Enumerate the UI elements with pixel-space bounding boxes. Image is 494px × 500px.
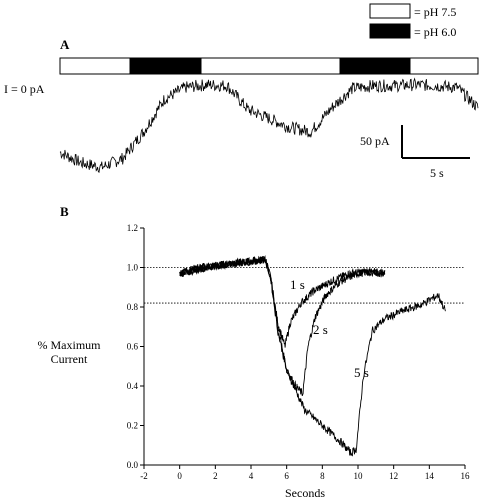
panel-b-letter: B xyxy=(60,204,69,219)
stimulus-bar xyxy=(59,57,479,75)
x-tick-label: 6 xyxy=(284,471,289,481)
x-tick-label: 8 xyxy=(320,471,325,481)
stimulus-ph75-1 xyxy=(59,57,131,75)
stimulus-ph60-2 xyxy=(339,57,411,75)
reference-lines xyxy=(144,267,465,304)
legend-label-ph75: = pH 7.5 xyxy=(414,5,456,19)
x-tick-label: -2 xyxy=(140,471,148,481)
x-tick-label: 4 xyxy=(249,471,254,481)
legend-swatch-ph75 xyxy=(369,3,411,19)
y-tick-label: 0.4 xyxy=(127,381,139,391)
panel-a-letter: A xyxy=(60,37,70,52)
stimulus-ph60-1 xyxy=(129,57,202,75)
y-tick-label: 0.8 xyxy=(127,302,139,312)
x-tick-label: 12 xyxy=(389,471,398,481)
y-tick-label: 1.2 xyxy=(127,223,138,233)
panel-b-axes: 0.0 0.2 0.4 0.6 0.8 1.0 1.2 -2 0 2 4 6 8 10 12 14 16 xyxy=(127,223,470,481)
y-axis-label-line2: Current xyxy=(51,352,88,366)
x-tick-label: 2 xyxy=(213,471,218,481)
x-tick-label: 16 xyxy=(461,471,471,481)
stimulus-ph75-3 xyxy=(409,57,479,75)
legend-label-ph60: = pH 6.0 xyxy=(414,25,456,39)
x-tick-label: 10 xyxy=(354,471,364,481)
x-tick-label: 14 xyxy=(425,471,435,481)
y-tick-label: 0.6 xyxy=(127,342,139,352)
series-line xyxy=(179,256,446,457)
scale-bar-current-label: 50 pA xyxy=(360,134,390,148)
legend: = pH 7.5 = pH 6.0 xyxy=(369,3,456,39)
x-axis-label: Seconds xyxy=(285,486,325,500)
scale-bar: 50 pA 5 s xyxy=(360,125,470,180)
panel-b-series xyxy=(179,255,446,457)
y-tick-label: 0.2 xyxy=(127,421,138,431)
y-tick-label: 1.0 xyxy=(127,263,139,273)
y-tick-label: 0.0 xyxy=(127,460,139,470)
stimulus-ph75-2 xyxy=(200,57,341,75)
curve-label-5s: 5 s xyxy=(354,365,369,380)
legend-swatch-ph60 xyxy=(369,23,411,39)
x-tick-label: 0 xyxy=(177,471,182,481)
series-line xyxy=(179,255,386,348)
curve-label-1s: 1 s xyxy=(290,277,305,292)
y-axis-label-line1: % Maximum xyxy=(38,338,102,352)
scale-bar-time-label: 5 s xyxy=(430,166,444,180)
zero-current-label: I = 0 pA xyxy=(4,82,45,96)
panel-a-current-trace xyxy=(59,77,479,174)
curve-label-2s: 2 s xyxy=(313,322,328,337)
